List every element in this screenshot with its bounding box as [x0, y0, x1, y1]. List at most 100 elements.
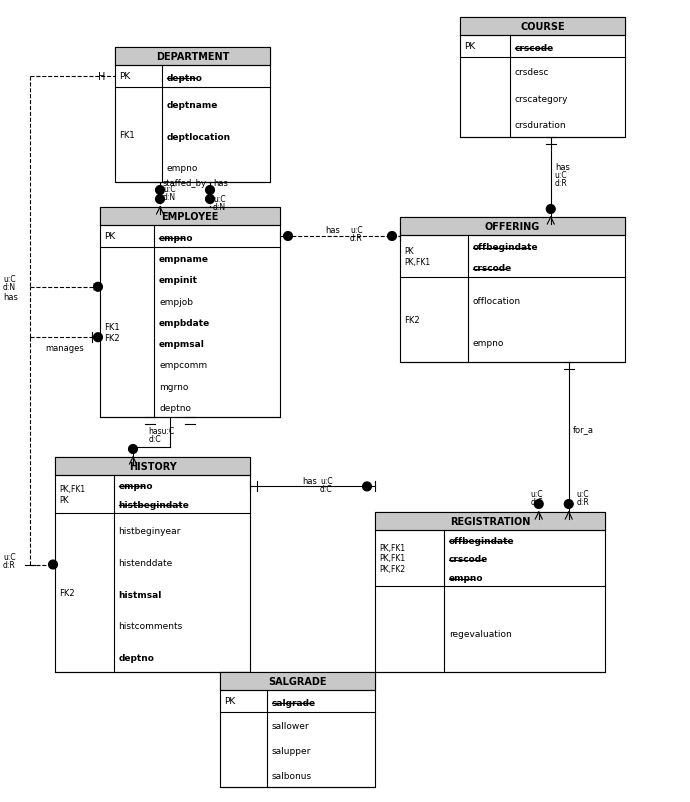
Bar	[220, 672, 375, 787]
Text: empno: empno	[449, 573, 484, 582]
Circle shape	[362, 482, 371, 492]
Text: empno: empno	[159, 233, 193, 242]
Circle shape	[388, 233, 397, 241]
Text: crscode: crscode	[515, 43, 554, 53]
Text: HISTORY: HISTORY	[128, 461, 177, 472]
Text: has: has	[213, 179, 228, 188]
Text: regevaluation: regevaluation	[449, 629, 512, 638]
Text: u:C: u:C	[3, 553, 16, 561]
Text: deptname: deptname	[166, 101, 218, 110]
Text: empno: empno	[166, 164, 198, 173]
Text: crscode: crscode	[473, 264, 512, 273]
Bar	[375, 512, 605, 672]
Bar	[375, 512, 605, 530]
Text: deptno: deptno	[166, 74, 202, 83]
Bar	[55, 457, 250, 476]
Text: has: has	[3, 293, 18, 302]
Bar	[55, 457, 250, 672]
Circle shape	[94, 283, 103, 292]
Text: u:C: u:C	[213, 195, 226, 205]
Text: histenddate: histenddate	[119, 558, 172, 567]
Text: deptno: deptno	[119, 654, 155, 662]
Text: OFFERING: OFFERING	[485, 221, 540, 232]
Bar	[100, 208, 280, 225]
Bar	[115, 48, 270, 66]
Text: manages: manages	[45, 343, 83, 352]
Text: histmsal: histmsal	[119, 589, 162, 599]
Text: d:N: d:N	[213, 203, 226, 213]
Text: empcomm: empcomm	[159, 361, 207, 370]
Text: hasu:C: hasu:C	[148, 427, 175, 436]
Text: offlocation: offlocation	[473, 297, 521, 306]
Text: empinit: empinit	[159, 276, 198, 285]
Text: histcomments: histcomments	[119, 622, 183, 630]
Text: for_a: for_a	[573, 425, 594, 434]
Text: FK2: FK2	[59, 588, 75, 597]
Text: offbegindate: offbegindate	[473, 243, 538, 252]
Text: u:C: u:C	[3, 275, 16, 284]
Bar	[220, 672, 375, 691]
Text: COURSE: COURSE	[520, 22, 565, 32]
Text: d:R: d:R	[555, 180, 567, 188]
Bar	[460, 18, 625, 138]
Text: empmsal: empmsal	[159, 340, 205, 349]
Text: d:R: d:R	[577, 498, 589, 507]
Bar	[100, 208, 280, 418]
Text: crscode: crscode	[449, 555, 489, 564]
Text: PK,FK1
PK,FK1
PK,FK2: PK,FK1 PK,FK1 PK,FK2	[379, 544, 405, 573]
Text: empno: empno	[119, 481, 153, 490]
Bar	[115, 48, 270, 183]
Text: DEPARTMENT: DEPARTMENT	[156, 52, 229, 62]
Text: EMPLOYEE: EMPLOYEE	[161, 212, 219, 221]
Text: H: H	[98, 72, 106, 82]
Text: PK: PK	[104, 233, 115, 241]
Text: PK: PK	[464, 43, 475, 51]
Text: PK: PK	[119, 72, 130, 81]
Text: d:C: d:C	[531, 498, 544, 507]
Text: mgrno: mgrno	[159, 383, 188, 391]
Text: histbeginyear: histbeginyear	[119, 526, 181, 535]
Text: u:C: u:C	[350, 226, 363, 235]
Bar	[400, 217, 625, 236]
Text: salgrade: salgrade	[271, 698, 315, 707]
Text: FK2: FK2	[404, 316, 420, 325]
Circle shape	[546, 205, 555, 214]
Text: PK,FK1
PK: PK,FK1 PK	[59, 484, 85, 504]
Text: deptlocation: deptlocation	[166, 132, 230, 141]
Text: deptno: deptno	[159, 403, 191, 412]
Circle shape	[128, 445, 137, 454]
Text: PK: PK	[224, 697, 235, 706]
Text: REGISTRATION: REGISTRATION	[450, 516, 530, 526]
Text: empjob: empjob	[159, 298, 193, 306]
Circle shape	[94, 334, 103, 342]
Text: PK
PK,FK1: PK PK,FK1	[404, 247, 430, 266]
Text: u:C: u:C	[320, 476, 333, 485]
Circle shape	[48, 561, 57, 569]
Text: u:C: u:C	[577, 490, 589, 499]
Text: d:N: d:N	[3, 283, 16, 292]
Text: d:N: d:N	[163, 193, 176, 202]
Text: histbegindate: histbegindate	[119, 500, 189, 509]
Text: has: has	[302, 476, 317, 485]
Text: staffed_by: staffed_by	[163, 179, 207, 188]
Bar	[400, 217, 625, 363]
Text: d:R: d:R	[350, 234, 363, 243]
Text: crsduration: crsduration	[515, 121, 566, 131]
Circle shape	[564, 500, 573, 508]
Text: FK1: FK1	[119, 131, 135, 140]
Text: SALGRADE: SALGRADE	[268, 676, 327, 687]
Text: FK1
FK2: FK1 FK2	[104, 323, 119, 342]
Text: empname: empname	[159, 255, 209, 264]
Text: u:C: u:C	[163, 185, 176, 194]
Text: d:R: d:R	[3, 561, 16, 569]
Text: empbdate: empbdate	[159, 318, 210, 327]
Circle shape	[155, 186, 164, 195]
Text: salbonus: salbonus	[271, 772, 312, 780]
Text: d:C: d:C	[320, 484, 333, 493]
Text: sallower: sallower	[271, 721, 309, 731]
Text: salupper: salupper	[271, 747, 311, 755]
Circle shape	[284, 233, 293, 241]
Text: empno: empno	[473, 339, 504, 348]
Text: has: has	[555, 164, 570, 172]
Bar	[460, 18, 625, 36]
